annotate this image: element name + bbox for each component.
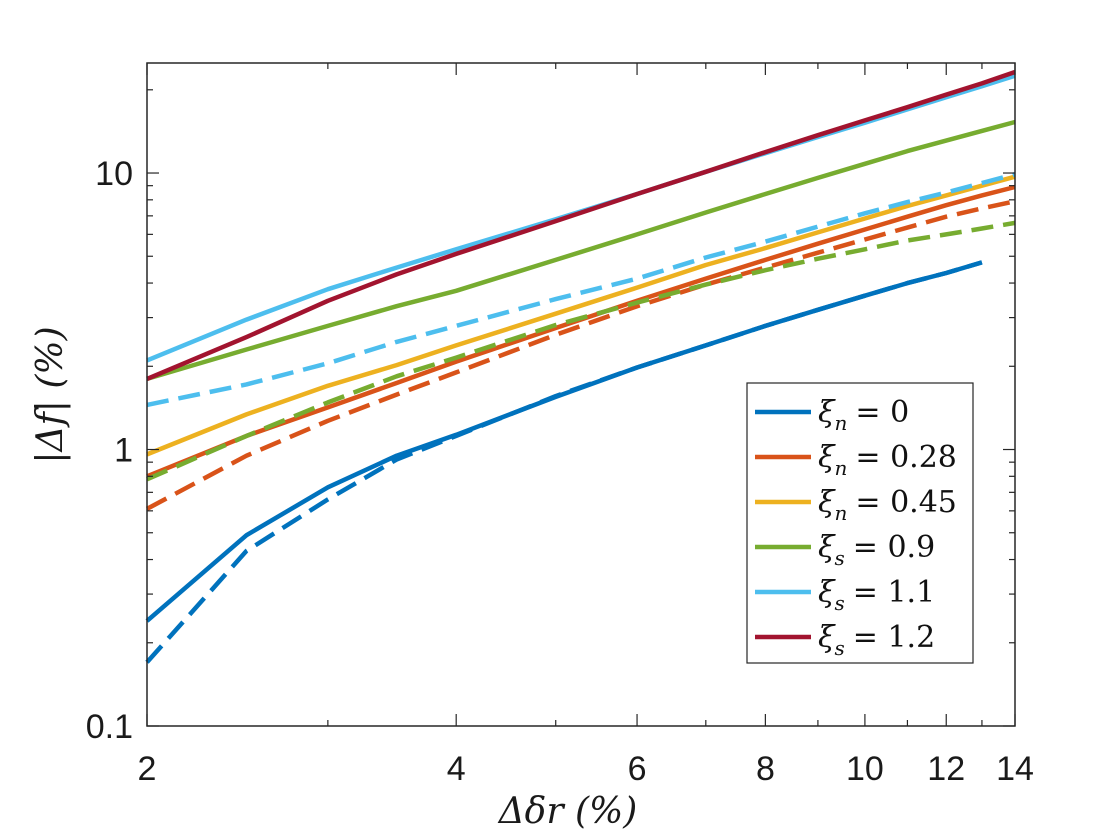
y-tick-label: 1 xyxy=(114,432,133,470)
y-tick-labels: 0.1 1 10 xyxy=(86,155,133,746)
x-tick-label: 14 xyxy=(996,750,1034,788)
legend-entry: ξn = 0.28 xyxy=(818,440,957,480)
series-line-6 xyxy=(146,220,1016,482)
legend-box xyxy=(746,382,974,664)
x-tick-label: 12 xyxy=(927,750,965,788)
y-tick-label: 0.1 xyxy=(86,708,133,746)
x-axis-label: Δδr (%) xyxy=(497,791,638,832)
legend-entry: ξn = 0 xyxy=(818,395,909,435)
legend: ξn = 0 ξn = 0.28 ξn = 0.45 ξs = 0.9 ξs = 1.1 ξs = 1… xyxy=(746,382,974,664)
legend-entry: ξs = 1.2 xyxy=(818,620,935,660)
x-tick-labels: 2 4 6 8 10 12 14 xyxy=(138,750,1034,788)
x-tick-label: 10 xyxy=(846,750,884,788)
y-axis-label: |Δf| (%) xyxy=(30,326,71,463)
series-layer xyxy=(145,69,1016,664)
series-line-4 xyxy=(146,174,1016,457)
x-tick-label: 2 xyxy=(138,750,157,788)
series-line-5 xyxy=(146,119,1016,382)
series-line-8 xyxy=(146,172,1016,408)
series-line-1 xyxy=(145,260,983,664)
y-tick-label: 10 xyxy=(95,155,133,193)
legend-entry: ξs = 1.1 xyxy=(818,575,935,615)
legend-entry: ξn = 0.45 xyxy=(818,485,957,525)
series-line-2 xyxy=(146,184,1016,479)
series-line-9 xyxy=(146,69,1016,381)
plot-frame xyxy=(146,62,1016,727)
legend-entry: ξs = 0.9 xyxy=(818,530,935,570)
x-tick-label: 6 xyxy=(628,750,647,788)
x-tick-label: 4 xyxy=(447,750,466,788)
x-tick-label: 8 xyxy=(756,750,775,788)
series-line-3 xyxy=(145,199,1016,511)
